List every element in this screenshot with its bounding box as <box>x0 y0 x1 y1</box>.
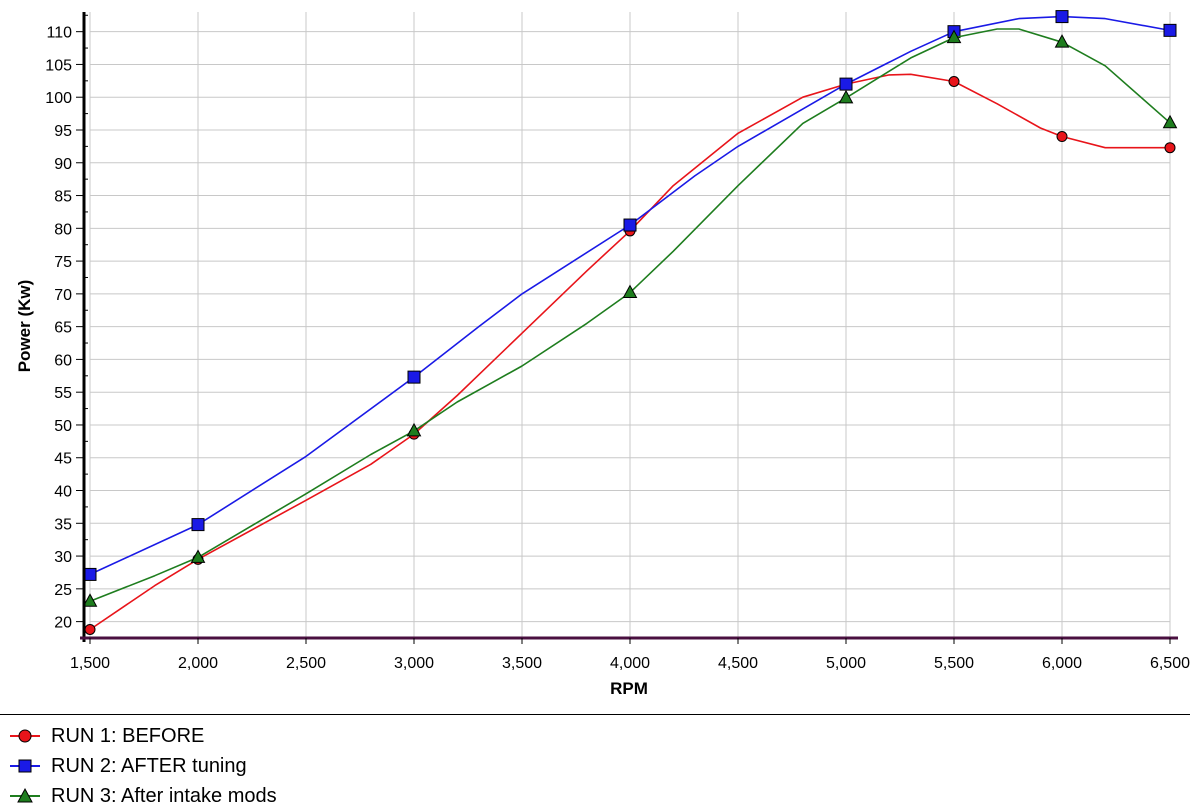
blue-square-marker-icon <box>10 759 40 773</box>
y-tick-label-14: 90 <box>54 156 72 173</box>
data-point-run-2-4000 <box>623 218 637 232</box>
legend-label-run-3: RUN 3: After intake mods <box>51 784 277 807</box>
legend-item-run-1: RUN 1: BEFORE <box>10 723 204 749</box>
y-tick-label-3: 35 <box>54 516 72 533</box>
chart-grid <box>89 12 1171 638</box>
y-tick-label-0: 20 <box>54 615 72 632</box>
y-tick-label-6: 50 <box>54 418 72 435</box>
data-point-run-3-2000 <box>190 549 206 563</box>
data-point-run-1-1500 <box>84 623 96 635</box>
x-tick-label-10: 6,500 <box>1150 655 1190 672</box>
y-tick-label-12: 80 <box>54 221 72 238</box>
data-point-run-3-3000 <box>406 422 422 437</box>
data-point-run-2-3000 <box>407 370 421 384</box>
series-run-2 <box>83 10 1177 581</box>
legend-item-run-3: RUN 3: After intake mods <box>10 783 277 809</box>
y-tick-label-4: 40 <box>54 484 72 501</box>
x-axis-ticks: 1,500 2,000 2,500 3,000 3,500 4,000 4,500 5,000… <box>70 638 1190 672</box>
data-point-run-2-2000 <box>191 518 205 532</box>
x-tick-label-0: 1,500 <box>70 655 110 672</box>
data-point-run-3-6000 <box>1054 34 1070 48</box>
series-run-3 <box>82 28 1178 607</box>
data-point-run-3-5000 <box>838 89 854 104</box>
x-tick-label-7: 5,000 <box>826 655 866 672</box>
y-tick-label-1: 25 <box>54 582 72 599</box>
y-tick-label-13: 85 <box>54 189 72 206</box>
data-point-run-2-6500 <box>1163 23 1177 37</box>
data-point-run-2-5000 <box>839 77 853 91</box>
x-tick-label-9: 6,000 <box>1042 655 1082 672</box>
y-tick-label-18: 110 <box>46 25 72 42</box>
data-point-run-3-4000 <box>622 284 638 299</box>
x-tick-label-5: 4,000 <box>610 655 650 672</box>
legend-item-run-2: RUN 2: AFTER tuning <box>10 753 247 779</box>
y-tick-label-7: 55 <box>54 385 72 402</box>
data-point-run-1-6500 <box>1164 142 1176 154</box>
y-tick-label-11: 75 <box>54 254 72 271</box>
x-tick-label-3: 3,000 <box>394 655 434 672</box>
green-triangle-marker-icon <box>10 787 40 803</box>
x-tick-label-2: 2,500 <box>286 655 326 672</box>
chart-legend: RUN 1: BEFORE RUN 2: AFTER tuning RUN 3:… <box>0 714 1190 807</box>
x-tick-label-4: 3,500 <box>502 655 542 672</box>
data-point-run-3-5500 <box>946 29 962 44</box>
series-line-run-2 <box>89 15 1171 576</box>
y-tick-label-15: 95 <box>54 123 72 140</box>
y-tick-label-8: 60 <box>54 352 72 369</box>
series-layer <box>82 10 1178 635</box>
x-tick-label-1: 2,000 <box>178 655 218 672</box>
y-tick-label-10: 70 <box>54 287 72 304</box>
red-circle-marker-icon <box>10 729 40 743</box>
data-point-run-2-1500 <box>83 567 97 581</box>
y-tick-label-17: 105 <box>45 57 72 74</box>
data-point-run-1-5500 <box>948 75 960 87</box>
y-tick-label-16: 100 <box>45 90 72 107</box>
y-tick-label-2: 30 <box>54 549 72 566</box>
data-point-run-2-6000 <box>1055 10 1069 24</box>
x-tick-label-6: 4,500 <box>718 655 758 672</box>
y-axis-ticks: 20 25 30 35 40 45 50 55 60 65 70 75 80 85 90 95 100 105 11… <box>45 25 84 632</box>
legend-label-run-1: RUN 1: BEFORE <box>51 724 205 747</box>
power-chart: 20 25 30 35 40 45 50 55 60 65 70 75 80 85 90 95 100 105 11… <box>15 10 1190 698</box>
data-point-run-3-1500 <box>82 593 98 607</box>
series-line-run-1 <box>89 73 1170 631</box>
x-axis-title: RPM <box>610 679 648 698</box>
y-axis-title: Power (Kw) <box>15 280 34 373</box>
y-tick-label-9: 65 <box>54 320 72 337</box>
x-tick-label-8: 5,500 <box>934 655 974 672</box>
legend-label-run-2: RUN 2: AFTER tuning <box>51 754 247 777</box>
data-point-run-3-6500 <box>1162 114 1178 129</box>
y-tick-label-5: 45 <box>54 451 72 468</box>
data-point-run-1-6000 <box>1056 131 1068 143</box>
series-line-run-3 <box>89 28 1171 603</box>
